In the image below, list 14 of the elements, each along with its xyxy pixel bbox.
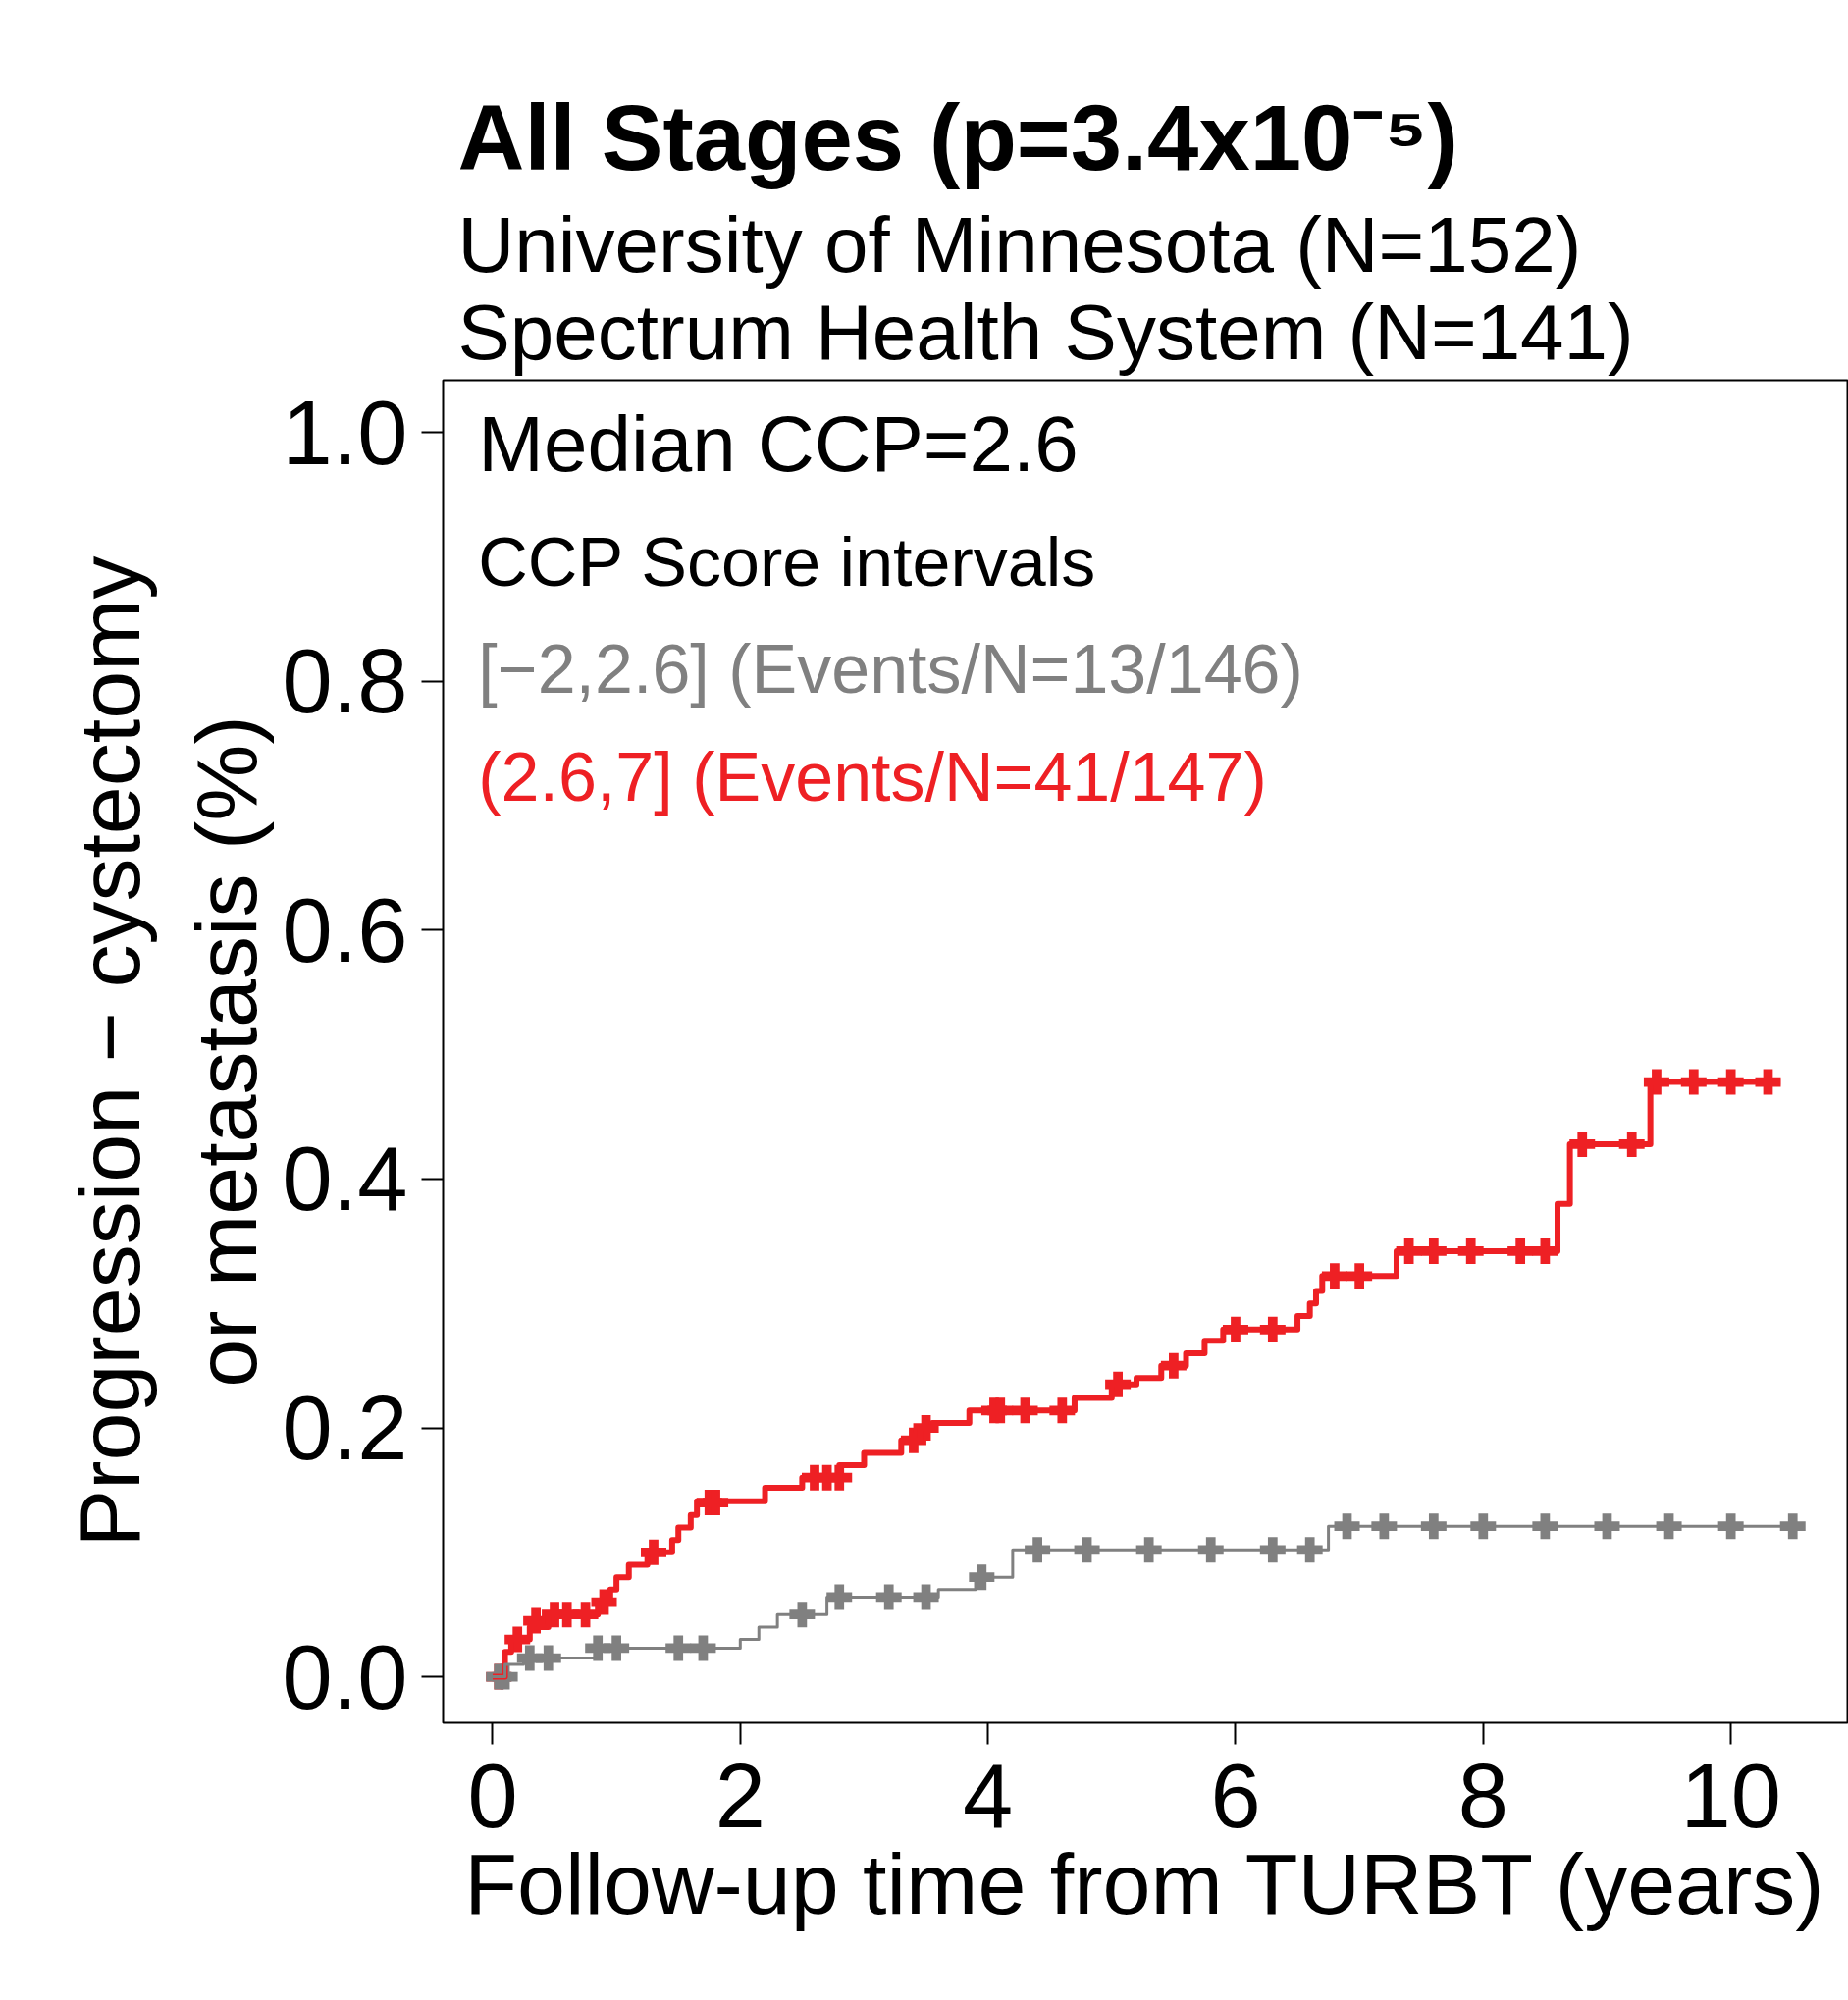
annotation: Median CCP=2.6 [478, 400, 1079, 489]
y-tick-label: 0.4 [282, 1129, 408, 1230]
y-tick-label: 0.0 [282, 1626, 408, 1727]
y-tick-label: 0.8 [282, 631, 408, 732]
chart-subtitle: University of Minnesota (N=152) Spectrum Health System (N=141) [457, 200, 1634, 376]
text: (2.6,7] (Events/N=41/147) [478, 738, 1267, 816]
y-tick-label: 0.2 [282, 1378, 408, 1479]
point [1779, 1513, 1806, 1540]
text: [−2,2.6] (Events/N=13/146) [478, 631, 1303, 709]
chart-title: All Stages (p=3.4x10⁻⁵) [457, 85, 1458, 189]
y-axis-title: Progression − cystectomy or metastasis (%) [60, 555, 275, 1548]
y-tick-label: 0.6 [282, 879, 408, 980]
y-tick-label: 1.0 [282, 382, 408, 483]
legend-title: CCP Score intervals [478, 523, 1096, 601]
